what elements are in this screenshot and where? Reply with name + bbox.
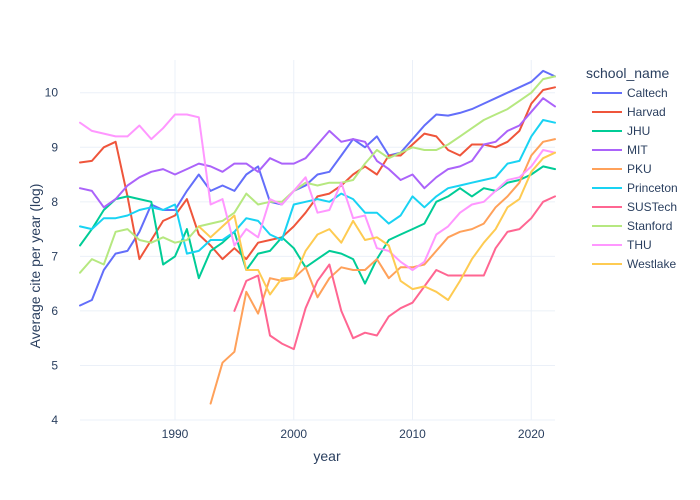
legend-label: Caltech bbox=[627, 86, 668, 100]
y-tick-label: 8 bbox=[51, 195, 58, 209]
legend[interactable]: school_name Caltech Harvad JHU MIT PKU Prince… bbox=[586, 65, 678, 271]
legend-label: Stanford bbox=[627, 219, 672, 233]
series-line-sustech[interactable] bbox=[233, 195, 556, 351]
y-tick-label: 7 bbox=[51, 249, 58, 263]
series-line-jhu[interactable] bbox=[79, 165, 556, 285]
legend-item-harvad[interactable]: Harvad bbox=[592, 105, 666, 119]
x-tick-label: 2010 bbox=[399, 427, 426, 441]
y-axis-title: Average cite per year (log) bbox=[27, 184, 43, 349]
series-line-stanford[interactable] bbox=[79, 75, 556, 274]
legend-item-westlake[interactable]: Westlake bbox=[592, 257, 676, 271]
y-axis-ticks: 4 5 6 7 8 9 10 bbox=[45, 86, 59, 427]
gridlines bbox=[80, 60, 555, 421]
series-line-princeton[interactable] bbox=[79, 119, 556, 255]
y-tick-label: 9 bbox=[51, 140, 58, 154]
legend-label: MIT bbox=[627, 143, 648, 157]
x-tick-label: 2000 bbox=[280, 427, 307, 441]
legend-label: PKU bbox=[627, 162, 652, 176]
series-line-mit[interactable] bbox=[79, 97, 556, 209]
y-tick-label: 4 bbox=[51, 413, 58, 427]
series-lines bbox=[79, 69, 556, 405]
y-tick-label: 6 bbox=[51, 304, 58, 318]
x-axis-title: year bbox=[313, 448, 341, 464]
series-line-pku[interactable] bbox=[209, 138, 556, 405]
legend-item-mit[interactable]: MIT bbox=[592, 143, 648, 157]
legend-label: Westlake bbox=[627, 257, 676, 271]
series-line-harvad[interactable] bbox=[79, 86, 556, 261]
y-tick-label: 5 bbox=[51, 358, 58, 372]
legend-item-jhu[interactable]: JHU bbox=[592, 124, 650, 138]
legend-item-thu[interactable]: THU bbox=[592, 238, 652, 252]
x-tick-label: 2020 bbox=[518, 427, 545, 441]
legend-title: school_name bbox=[586, 65, 669, 81]
legend-item-pku[interactable]: PKU bbox=[592, 162, 652, 176]
legend-label: SUSTech bbox=[627, 200, 677, 214]
series-line-thu[interactable] bbox=[79, 113, 556, 271]
legend-item-princeton[interactable]: Princeton bbox=[592, 181, 678, 195]
legend-label: Princeton bbox=[627, 181, 678, 195]
legend-label: JHU bbox=[627, 124, 650, 138]
legend-items[interactable]: Caltech Harvad JHU MIT PKU Princeton SUSTech St… bbox=[592, 86, 678, 271]
x-axis-ticks: 1990 2000 2010 2020 bbox=[162, 427, 545, 441]
legend-label: Harvad bbox=[627, 105, 666, 119]
legend-item-caltech[interactable]: Caltech bbox=[592, 86, 668, 100]
legend-label: THU bbox=[627, 238, 652, 252]
legend-item-sustech[interactable]: SUSTech bbox=[592, 200, 677, 214]
x-tick-label: 1990 bbox=[162, 427, 189, 441]
legend-item-stanford[interactable]: Stanford bbox=[592, 219, 672, 233]
series-line-westlake[interactable] bbox=[197, 151, 556, 301]
y-tick-label: 10 bbox=[45, 86, 59, 100]
